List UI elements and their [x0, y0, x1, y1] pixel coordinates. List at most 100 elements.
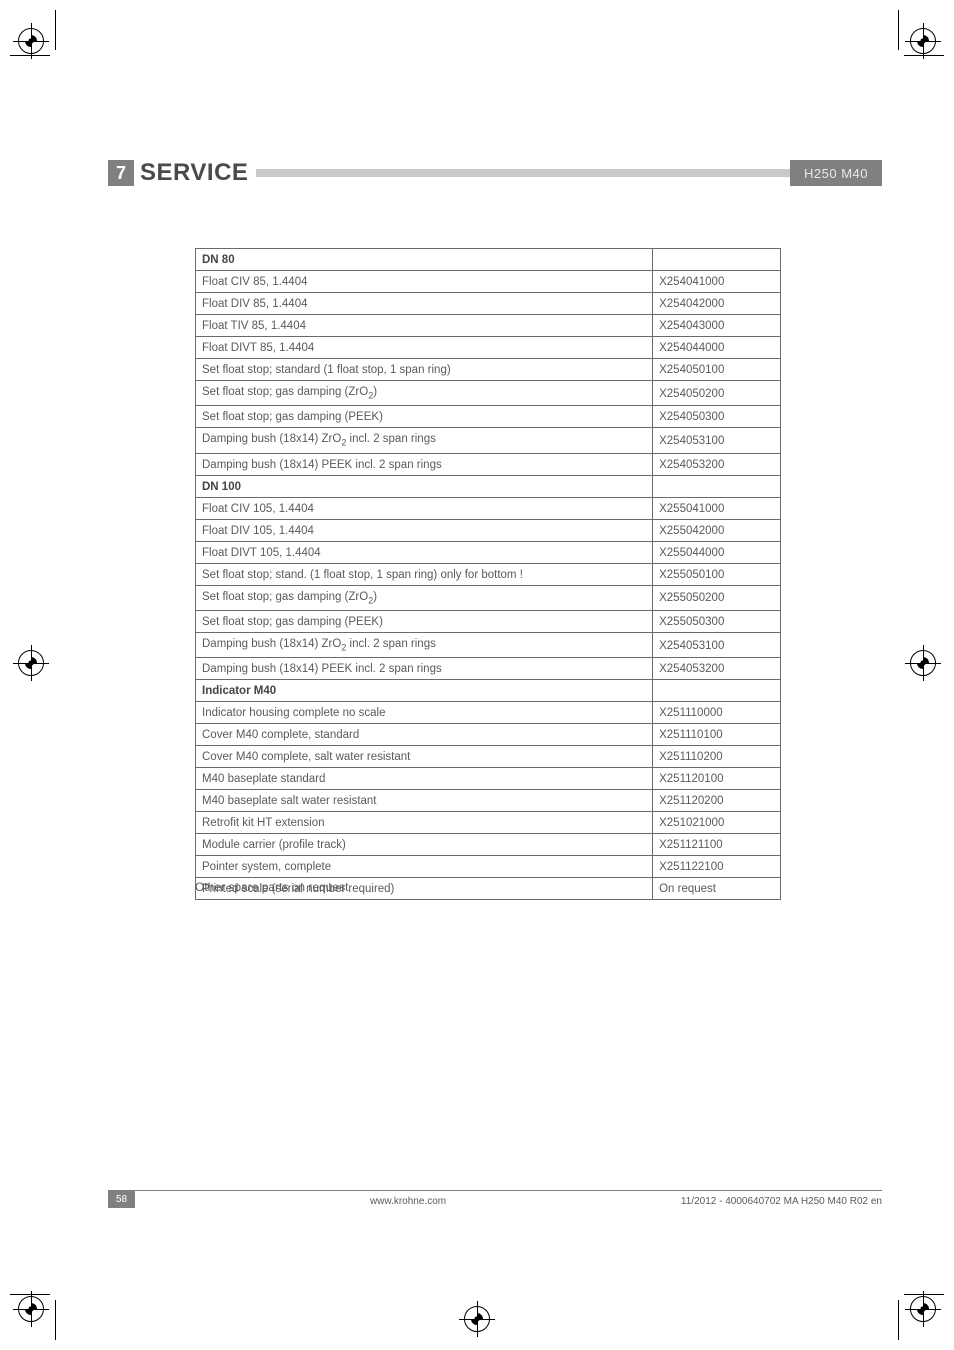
- crop-mark: [898, 1300, 899, 1340]
- table-row: Indicator housing complete no scaleX2511…: [196, 702, 781, 724]
- part-description: M40 baseplate salt water resistant: [196, 790, 653, 812]
- part-code: X254041000: [653, 271, 781, 293]
- part-description: Pointer system, complete: [196, 856, 653, 878]
- registration-mark-icon: [464, 1306, 490, 1332]
- page-header: 7 SERVICE H250 M40: [108, 160, 882, 186]
- table-section-header: DN 100: [196, 475, 781, 497]
- table-row: Retrofit kit HT extensionX251021000: [196, 812, 781, 834]
- table-row: Module carrier (profile track)X251121100: [196, 834, 781, 856]
- part-description: Set float stop; gas damping (PEEK): [196, 610, 653, 632]
- registration-mark-icon: [18, 28, 44, 54]
- table-section-header: DN 80: [196, 249, 781, 271]
- part-description: Float CIV 105, 1.4404: [196, 497, 653, 519]
- part-description: M40 baseplate standard: [196, 768, 653, 790]
- section-title: SERVICE: [140, 160, 248, 186]
- part-description: Cover M40 complete, standard: [196, 724, 653, 746]
- crop-mark: [904, 1294, 944, 1295]
- registration-mark-icon: [910, 1296, 936, 1322]
- table-row: Damping bush (18x14) ZrO2 incl. 2 span r…: [196, 428, 781, 453]
- part-description: Damping bush (18x14) ZrO2 incl. 2 span r…: [196, 632, 653, 657]
- part-code: X251021000: [653, 812, 781, 834]
- section-header-code: [653, 475, 781, 497]
- part-code: X251120200: [653, 790, 781, 812]
- part-description: Set float stop; gas damping (PEEK): [196, 406, 653, 428]
- part-description: Float DIV 105, 1.4404: [196, 519, 653, 541]
- part-description: Set float stop; gas damping (ZrO2): [196, 585, 653, 610]
- part-description: Float CIV 85, 1.4404: [196, 271, 653, 293]
- crop-mark: [898, 10, 899, 50]
- part-description: Set float stop; standard (1 float stop, …: [196, 359, 653, 381]
- part-description: Cover M40 complete, salt water resistant: [196, 746, 653, 768]
- part-code: X255050100: [653, 563, 781, 585]
- part-code: X255044000: [653, 541, 781, 563]
- part-code: X254053200: [653, 453, 781, 475]
- section-header-label: DN 80: [196, 249, 653, 271]
- part-description: Set float stop; gas damping (ZrO2): [196, 381, 653, 406]
- model-badge: H250 M40: [790, 160, 882, 186]
- section-header-code: [653, 680, 781, 702]
- registration-mark-icon: [910, 650, 936, 676]
- crop-mark: [55, 1300, 56, 1340]
- part-code: X251110000: [653, 702, 781, 724]
- table-section-header: Indicator M40: [196, 680, 781, 702]
- section-header-label: Indicator M40: [196, 680, 653, 702]
- part-description: Damping bush (18x14) ZrO2 incl. 2 span r…: [196, 428, 653, 453]
- part-description: Damping bush (18x14) PEEK incl. 2 span r…: [196, 453, 653, 475]
- part-code: X254042000: [653, 293, 781, 315]
- part-code: X251122100: [653, 856, 781, 878]
- table-row: Set float stop; gas damping (PEEK)X25505…: [196, 610, 781, 632]
- header-divider: [256, 160, 790, 186]
- table-row: Set float stop; gas damping (ZrO2)X25405…: [196, 381, 781, 406]
- table-row: Pointer system, completeX251122100: [196, 856, 781, 878]
- section-number-badge: 7: [108, 160, 134, 186]
- section-header-code: [653, 249, 781, 271]
- part-code: X251120100: [653, 768, 781, 790]
- table-row: Float DIV 105, 1.4404X255042000: [196, 519, 781, 541]
- part-code: X254044000: [653, 337, 781, 359]
- part-code: X251110100: [653, 724, 781, 746]
- table-row: Cover M40 complete, standardX251110100: [196, 724, 781, 746]
- table-row: Float CIV 85, 1.4404X254041000: [196, 271, 781, 293]
- part-code: X251110200: [653, 746, 781, 768]
- table-row: Cover M40 complete, salt water resistant…: [196, 746, 781, 768]
- part-description: Retrofit kit HT extension: [196, 812, 653, 834]
- part-code: X255050300: [653, 610, 781, 632]
- part-code: X254050300: [653, 406, 781, 428]
- table-row: Float CIV 105, 1.4404X255041000: [196, 497, 781, 519]
- table-row: M40 baseplate standardX251120100: [196, 768, 781, 790]
- table-row: Set float stop; gas damping (PEEK)X25405…: [196, 406, 781, 428]
- crop-mark: [904, 55, 944, 56]
- part-description: Set float stop; stand. (1 float stop, 1 …: [196, 563, 653, 585]
- parts-table-container: DN 80Float CIV 85, 1.4404X254041000Float…: [195, 248, 781, 900]
- crop-mark: [55, 10, 56, 50]
- table-row: M40 baseplate salt water resistantX25112…: [196, 790, 781, 812]
- table-row: Float DIV 85, 1.4404X254042000: [196, 293, 781, 315]
- table-row: Set float stop; standard (1 float stop, …: [196, 359, 781, 381]
- part-code: X254050200: [653, 381, 781, 406]
- table-row: Set float stop; stand. (1 float stop, 1 …: [196, 563, 781, 585]
- part-description: Module carrier (profile track): [196, 834, 653, 856]
- part-code: X254053100: [653, 632, 781, 657]
- parts-table: DN 80Float CIV 85, 1.4404X254041000Float…: [195, 248, 781, 900]
- part-description: Indicator housing complete no scale: [196, 702, 653, 724]
- table-row: Float DIVT 105, 1.4404X255044000: [196, 541, 781, 563]
- footer-url: www.krohne.com: [135, 1196, 681, 1207]
- part-code: X251121100: [653, 834, 781, 856]
- part-code: X255042000: [653, 519, 781, 541]
- page-number: 58: [108, 1191, 135, 1208]
- table-row: Damping bush (18x14) PEEK incl. 2 span r…: [196, 658, 781, 680]
- part-code: X255050200: [653, 585, 781, 610]
- part-code: X254043000: [653, 315, 781, 337]
- spare-parts-note: Other spare parts on request: [195, 880, 348, 894]
- table-row: Float TIV 85, 1.4404X254043000: [196, 315, 781, 337]
- part-description: Damping bush (18x14) PEEK incl. 2 span r…: [196, 658, 653, 680]
- part-description: Float DIV 85, 1.4404: [196, 293, 653, 315]
- footer-doc-id: 11/2012 - 4000640702 MA H250 M40 R02 en: [681, 1196, 882, 1207]
- page-footer: 58 www.krohne.com 11/2012 - 4000640702 M…: [108, 1190, 882, 1208]
- table-row: Damping bush (18x14) PEEK incl. 2 span r…: [196, 453, 781, 475]
- part-description: Float DIVT 105, 1.4404: [196, 541, 653, 563]
- registration-mark-icon: [910, 28, 936, 54]
- section-header-label: DN 100: [196, 475, 653, 497]
- part-description: Float TIV 85, 1.4404: [196, 315, 653, 337]
- part-code: On request: [653, 878, 781, 900]
